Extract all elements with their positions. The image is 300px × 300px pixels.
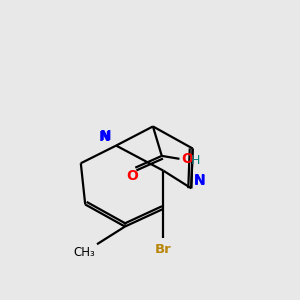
Text: N: N [194,174,206,188]
Text: H: H [191,154,201,167]
Text: O: O [181,152,193,166]
Text: N: N [99,130,111,144]
Text: N: N [100,129,112,143]
Text: CH₃: CH₃ [74,246,95,259]
Text: Br: Br [155,243,172,256]
Text: N: N [194,173,206,187]
Text: O: O [126,169,138,183]
